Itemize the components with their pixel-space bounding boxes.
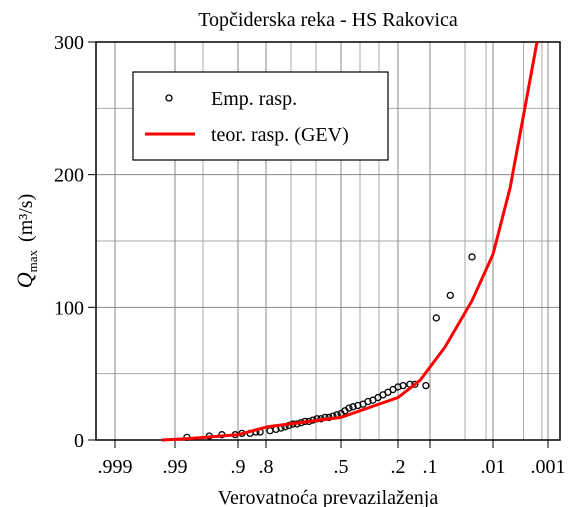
data-point bbox=[432, 314, 440, 322]
y-tick-label: 200 bbox=[54, 165, 84, 187]
data-point bbox=[266, 427, 274, 435]
legend-label: teor. rasp. (GEV) bbox=[211, 124, 349, 146]
y-axis-label: Qmax (m³/s) bbox=[12, 194, 40, 289]
x-tick-label: .1 bbox=[423, 456, 438, 478]
chart-title: Topčiderska reka - HS Rakovica bbox=[198, 9, 458, 31]
data-point bbox=[364, 397, 372, 406]
data-point bbox=[422, 381, 430, 390]
y-tick-label: 0 bbox=[74, 430, 84, 452]
x-tick-label: .99 bbox=[163, 456, 188, 478]
legend-label: Emp. rasp. bbox=[211, 88, 297, 110]
y-tick-label: 300 bbox=[54, 32, 84, 54]
y-label-symbol: Q bbox=[12, 272, 37, 288]
data-point bbox=[399, 381, 407, 390]
legend-marker bbox=[165, 94, 173, 102]
x-tick-label: .5 bbox=[334, 456, 349, 478]
y-label-unit: (m³/s) bbox=[15, 194, 37, 242]
data-point bbox=[349, 403, 357, 411]
x-tick-label: .999 bbox=[98, 456, 133, 478]
y-tick-label: 100 bbox=[54, 297, 84, 319]
x-tick-label: .8 bbox=[259, 456, 274, 478]
data-point bbox=[411, 380, 419, 388]
curve bbox=[161, 41, 539, 442]
data-point bbox=[446, 291, 454, 300]
data-point bbox=[468, 253, 476, 261]
x-tick-label: .01 bbox=[481, 456, 506, 478]
data-point bbox=[345, 404, 353, 412]
x-tick-label: .001 bbox=[531, 456, 566, 478]
legend-box bbox=[132, 71, 389, 161]
x-tick-label: .9 bbox=[231, 456, 246, 478]
plot-frame bbox=[95, 41, 561, 441]
y-label-subscript: max bbox=[25, 249, 40, 272]
x-axis-label: Verovatnoća prevazilaženja bbox=[218, 487, 439, 507]
x-tick-label: .2 bbox=[391, 456, 406, 478]
